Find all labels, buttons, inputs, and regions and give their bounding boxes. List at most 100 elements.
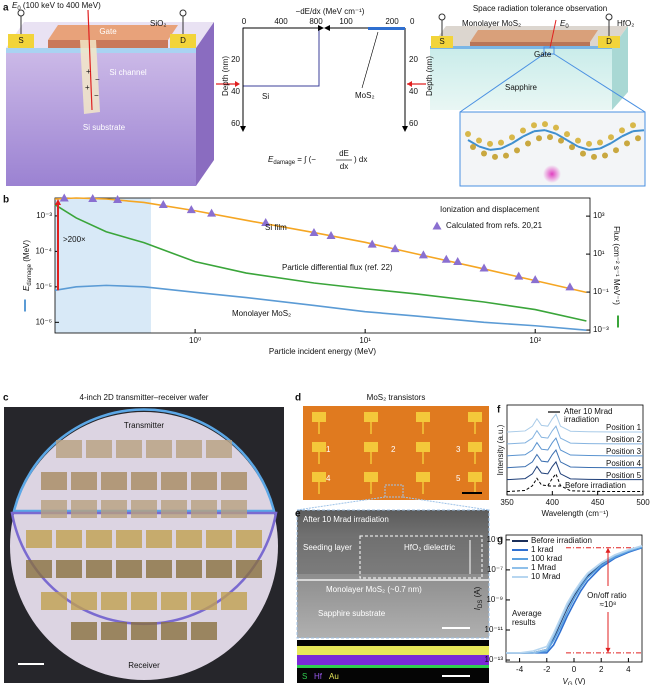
tick-label: 40 <box>409 87 418 96</box>
arrowhead <box>605 647 611 653</box>
device-number: 3 <box>456 445 461 454</box>
tick-label: 20 <box>231 55 240 64</box>
bond <box>522 130 535 138</box>
y-tick-label: 10⁻¹³ <box>485 655 504 664</box>
zoom-marker <box>384 484 404 498</box>
mos2-label: MoS₂ <box>355 91 375 100</box>
pad <box>468 412 482 422</box>
atom <box>569 144 575 151</box>
chip <box>221 592 247 610</box>
x-tick-label: 400 <box>546 498 560 507</box>
data-point <box>88 193 98 202</box>
tick-label: 100 <box>339 17 353 26</box>
ratio-label: >200× <box>63 235 86 244</box>
bond <box>577 145 590 151</box>
data-point <box>367 239 377 248</box>
ratio-label: On/off ratio ≈10⁸ <box>587 591 629 609</box>
zoom-line <box>553 53 646 113</box>
panel-letter: a <box>3 3 9 14</box>
equation-end: ) dx <box>354 155 367 164</box>
atom <box>470 144 476 150</box>
channel-label: Monolayer MoS₂ <box>462 19 521 28</box>
chip <box>41 500 67 518</box>
arrowhead <box>324 25 330 31</box>
drain-label: D <box>606 37 612 46</box>
subscript: damage <box>273 160 295 166</box>
line: irradiation <box>564 415 599 424</box>
atom <box>635 135 641 142</box>
zoom-line <box>402 496 490 511</box>
pad <box>312 442 326 452</box>
title: Space radiation tolerance observation <box>473 4 607 13</box>
data-point <box>441 254 451 263</box>
series-label: Si film <box>265 223 287 232</box>
series-label: Position 3 <box>606 447 642 456</box>
pad <box>364 412 378 422</box>
data-point <box>59 193 69 202</box>
bond <box>467 139 480 148</box>
atom <box>509 134 515 141</box>
y-tick-label: 10⁻⁵ <box>36 282 52 291</box>
chip <box>206 440 232 458</box>
particle-glow <box>543 165 561 183</box>
chip <box>176 560 202 578</box>
gate-label: Gate <box>534 50 552 59</box>
tick-label: 0 <box>410 17 415 26</box>
chip <box>161 472 187 490</box>
symbol: I <box>473 607 482 610</box>
y-tick-label: 10⁻⁵ <box>487 535 503 544</box>
pad <box>364 442 378 452</box>
data-point <box>565 282 575 291</box>
y-tick-label: 10⁻⁹ <box>486 595 503 604</box>
charge: + <box>85 83 90 92</box>
symbol: V <box>563 677 569 685</box>
atom <box>630 122 636 129</box>
rich-label: Edamage (MeV) <box>22 240 32 291</box>
title: 4-inch 2D transmitter–receiver wafer <box>80 393 209 402</box>
probe <box>179 9 187 17</box>
data-point <box>261 218 271 227</box>
element-label: S <box>302 672 307 681</box>
particle-path <box>549 19 557 49</box>
source-label: S <box>439 37 444 46</box>
x-tick-label: -4 <box>516 665 524 674</box>
symbol: E <box>22 285 31 291</box>
tem-label: Sapphire substrate <box>318 609 386 618</box>
x-tick-label: 4 <box>626 665 631 674</box>
chip <box>101 472 127 490</box>
chip <box>131 622 157 640</box>
drain-pad <box>598 36 620 48</box>
y-tick-label: 10⁻⁴ <box>35 246 52 255</box>
chip <box>86 530 112 548</box>
particle-path <box>87 9 93 111</box>
panel-letter: b <box>3 195 9 206</box>
series-label: Position 5 <box>606 471 642 480</box>
bond <box>621 130 634 138</box>
atom <box>476 137 482 144</box>
device-number: 1 <box>326 445 331 454</box>
data-point <box>186 205 196 214</box>
pad <box>312 472 326 482</box>
tick-label: 60 <box>409 119 418 128</box>
chip <box>146 560 172 578</box>
chip <box>191 472 217 490</box>
mos2-device <box>430 13 646 187</box>
atom <box>487 140 493 147</box>
data-point <box>326 231 336 240</box>
device-number: 4 <box>326 474 331 483</box>
charge: + <box>86 67 91 76</box>
axis-label: −dE/dx (MeV cm⁻¹) <box>296 7 365 16</box>
series-label: Position 4 <box>606 459 642 468</box>
tick-label: 200 <box>385 17 399 26</box>
chip <box>41 472 67 490</box>
bond <box>478 145 491 151</box>
device-side <box>196 22 214 186</box>
atom <box>547 134 553 141</box>
tem-label: HfO₂ dielectric <box>404 543 455 552</box>
gate-front <box>470 42 590 46</box>
shaded-region <box>55 198 151 333</box>
arrowhead <box>55 198 61 205</box>
au-band <box>297 646 489 655</box>
data-point <box>390 244 400 253</box>
rich-label: IDS (A) <box>473 586 483 610</box>
